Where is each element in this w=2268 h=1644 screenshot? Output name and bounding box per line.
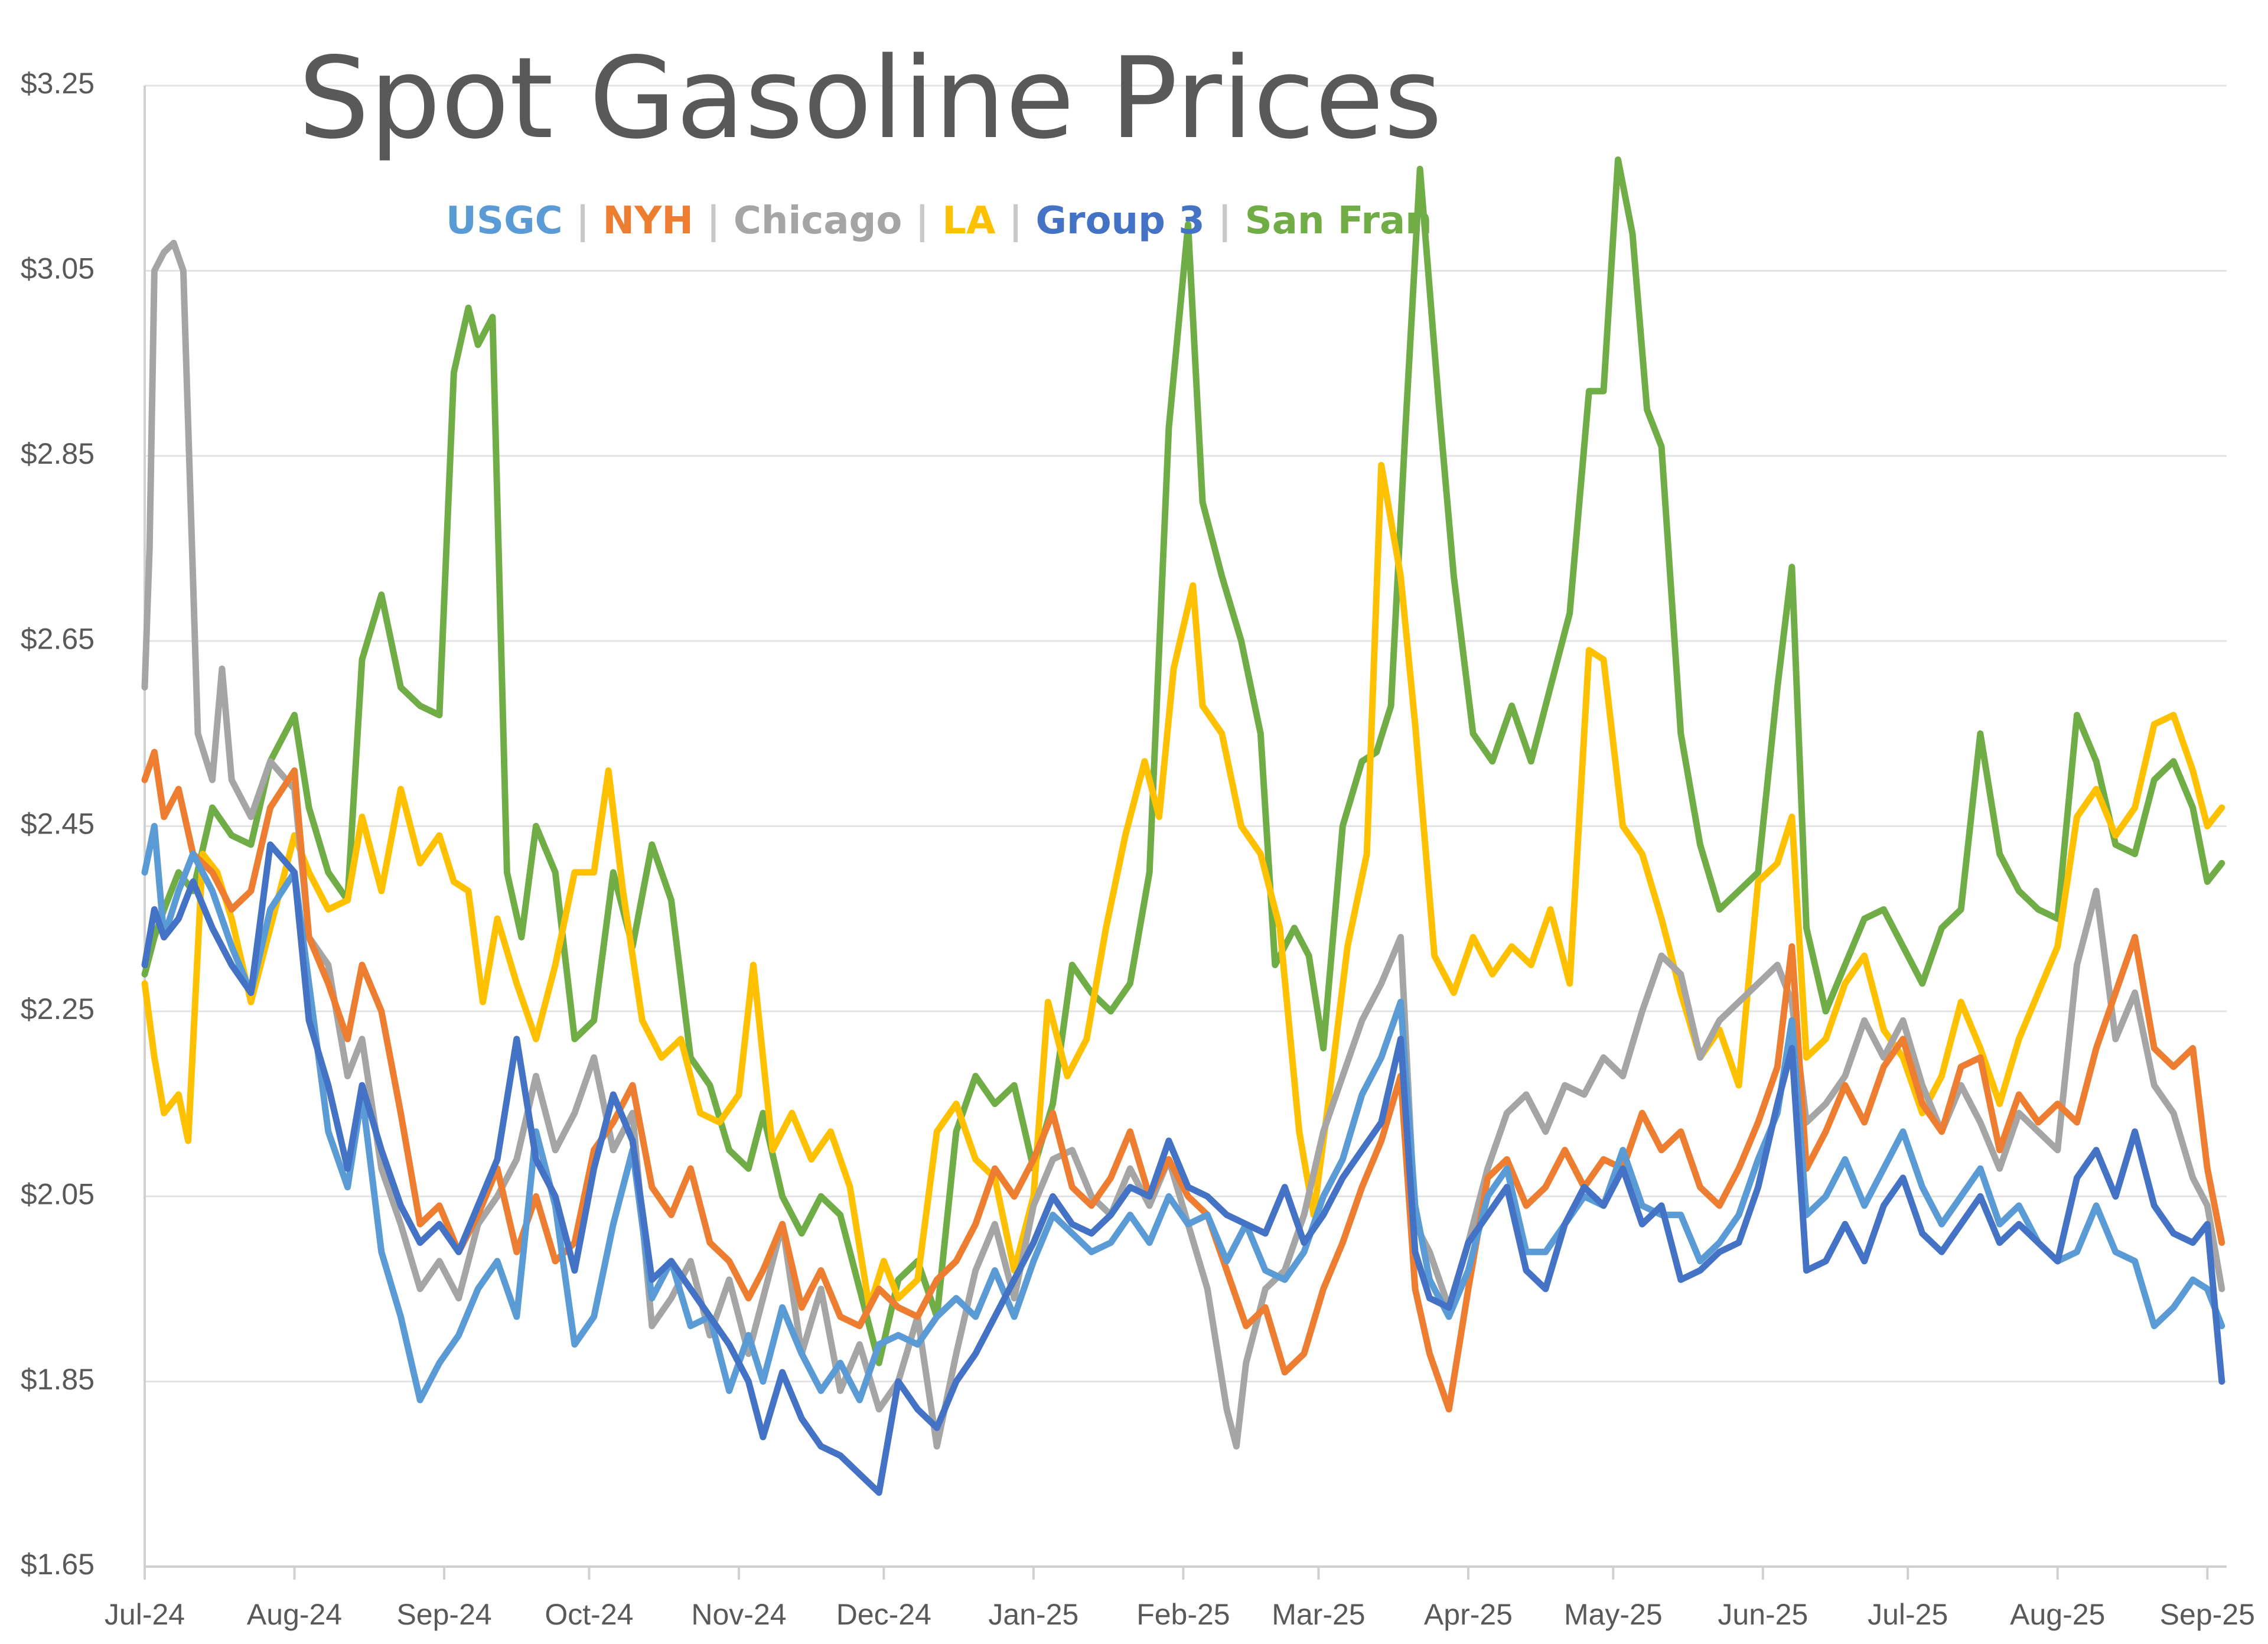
x-tick-label: Aug-25 (2010, 1598, 2105, 1631)
legend-item-usgc: USGC (446, 199, 563, 243)
series-line-la (141, 461, 2225, 1311)
legend-separator: | (693, 199, 734, 243)
chart-legend: USGC | NYH | Chicago | LA | Group 3 | Sa… (446, 199, 1432, 243)
x-tick-label: Jul-25 (1868, 1598, 1948, 1631)
legend-separator: | (1205, 199, 1245, 243)
x-tick-label: Jun-25 (1718, 1598, 1808, 1631)
chart-title: Spot Gasoline Prices (298, 33, 1442, 164)
legend-item-la: LA (942, 199, 996, 243)
x-tick-label: Aug-24 (247, 1598, 342, 1631)
legend-item-nyh: NYH (603, 199, 693, 243)
legend-item-chicago: Chicago (734, 199, 902, 243)
y-tick-label: $1.65 (21, 1548, 94, 1581)
y-tick-label: $2.05 (21, 1177, 94, 1210)
x-tick-label: Jan-25 (988, 1598, 1078, 1631)
y-tick-label: $1.85 (21, 1363, 94, 1396)
series-line-san-fran (141, 156, 2225, 1366)
legend-separator: | (996, 199, 1036, 243)
series-line-usgc (141, 823, 2225, 1404)
y-tick-label: $3.25 (21, 67, 94, 100)
grid-layer (145, 84, 2227, 1383)
x-tick-label: Feb-25 (1136, 1598, 1230, 1631)
series-line-group-3 (141, 841, 2225, 1496)
x-tick-label: May-25 (1564, 1598, 1663, 1631)
x-tick-label: Mar-25 (1272, 1598, 1365, 1631)
legend-item-san-fran: San Fran (1245, 199, 1432, 243)
y-axis-ticks: $1.65 $1.85 $2.05 $2.25 $2.45 $2.65 $2.85 $3.05… (21, 67, 94, 1581)
series-layer (141, 156, 2225, 1496)
x-tick-label: Oct-24 (545, 1598, 633, 1631)
x-tick-label: Apr-25 (1424, 1598, 1513, 1631)
series-line-chicago (141, 239, 2225, 1450)
legend-separator: | (563, 199, 603, 243)
y-tick-label: $3.05 (21, 252, 94, 285)
x-tick-label: Sep-25 (2160, 1598, 2255, 1631)
legend-separator: | (902, 199, 942, 243)
y-tick-label: $2.85 (21, 437, 94, 470)
legend-item-group-3: Group 3 (1035, 199, 1204, 243)
x-axis-ticks: Jul-24 Aug-24 Sep-24 Oct-24 Nov-24 Dec-24 Jan-… (105, 1567, 2255, 1631)
y-tick-label: $2.65 (21, 622, 94, 655)
x-tick-label: Jul-24 (105, 1598, 185, 1631)
x-tick-label: Sep-24 (396, 1598, 491, 1631)
x-tick-label: Dec-24 (836, 1598, 931, 1631)
y-tick-label: $2.45 (21, 808, 94, 841)
y-tick-label: $2.25 (21, 992, 94, 1026)
axis-layer (144, 86, 2227, 1568)
x-tick-label: Nov-24 (691, 1598, 786, 1631)
